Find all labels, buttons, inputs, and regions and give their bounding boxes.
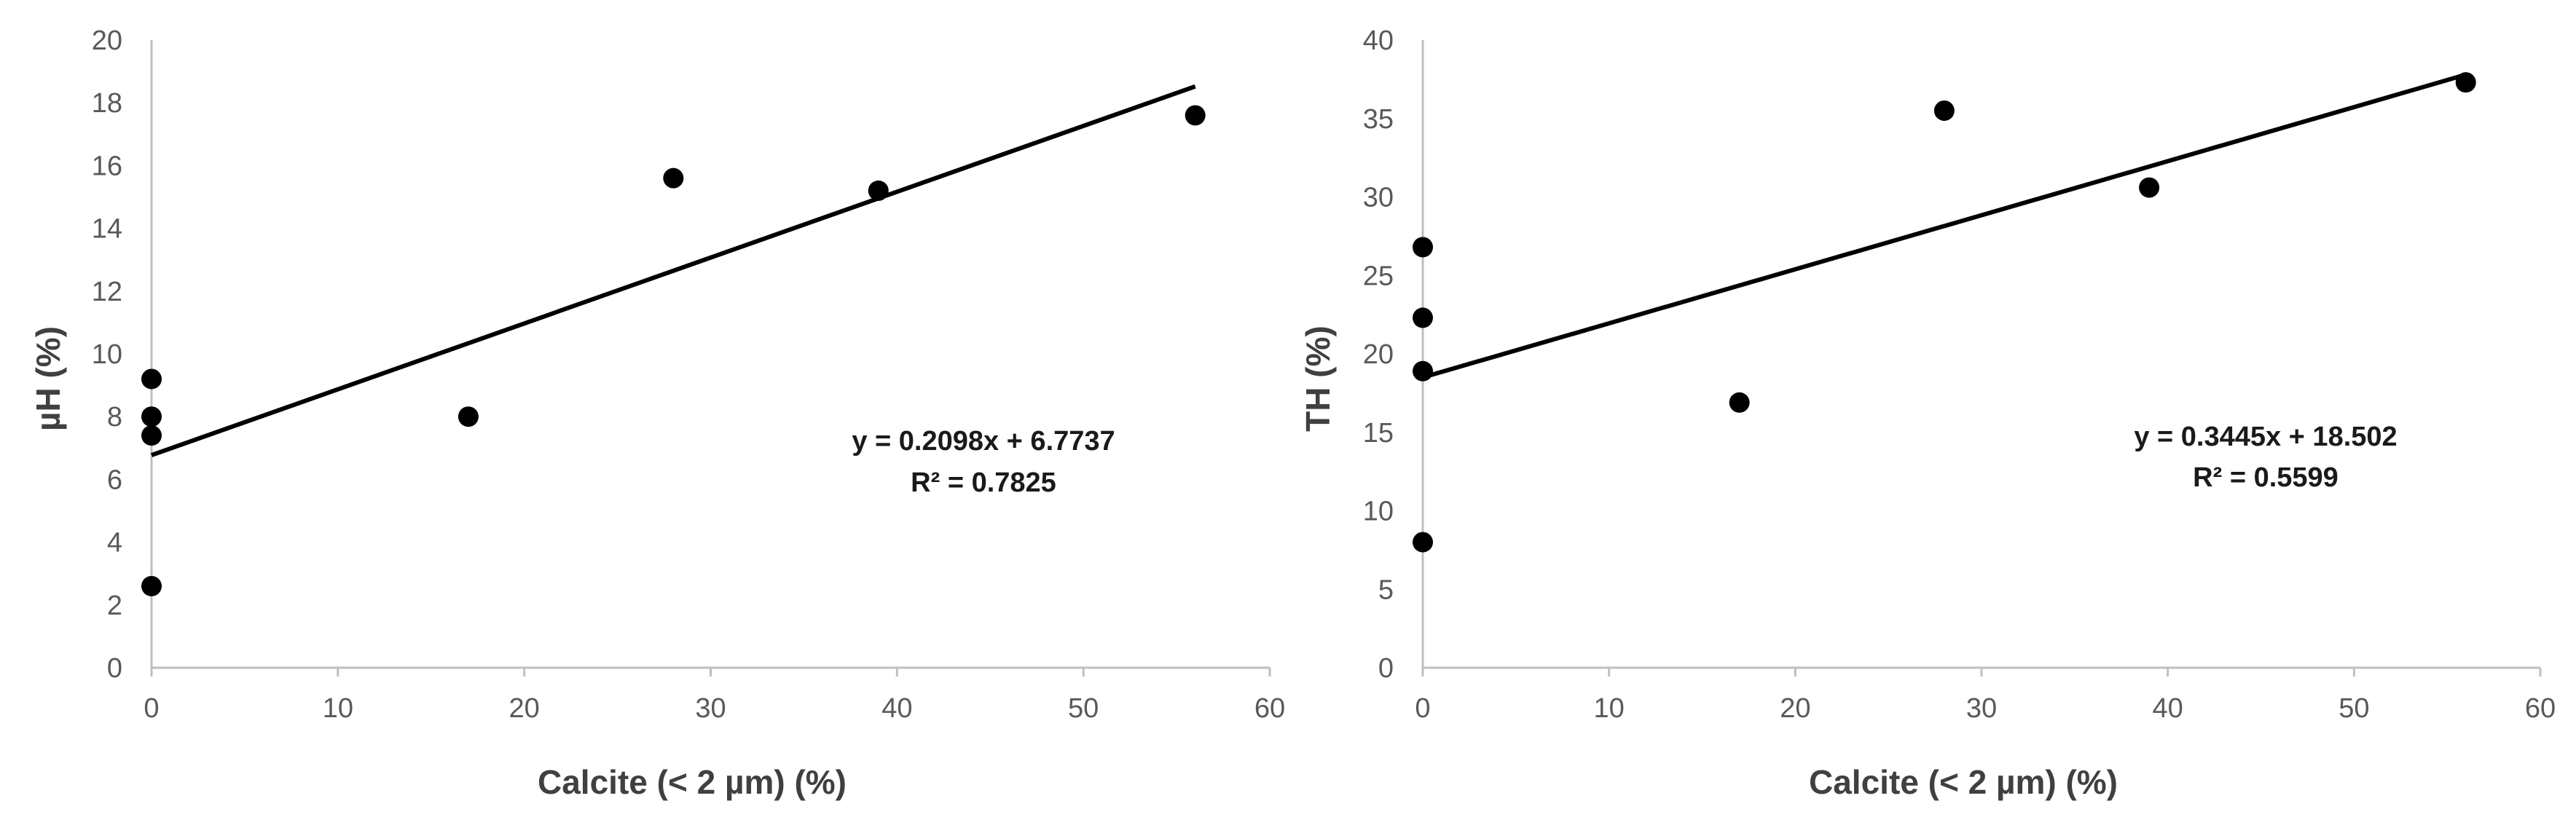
chart-1-x-tick-label: 10: [1594, 693, 1625, 724]
chart-0-data-point: [141, 575, 162, 596]
chart-1-data-point: [1413, 237, 1433, 258]
chart-1-data-point: [1413, 307, 1433, 328]
chart-0-data-point: [663, 167, 684, 189]
chart-0-y-tick-label: 0: [107, 653, 122, 684]
chart-0-x-tick-label: 10: [323, 693, 353, 724]
chart-muh-vs-calcite: 0 10 20 30 40 50 60 0 2 4 6 8 10 12 14 16 18 20 Calcite (…: [29, 25, 1285, 801]
chart-1-x-tick-label: 40: [2153, 693, 2183, 724]
chart-1-y-tick-label: 40: [1363, 25, 1394, 56]
chart-0-x-tick-label: 0: [144, 693, 159, 724]
chart-0-data-point: [141, 425, 162, 446]
chart-0-y-tick-label: 14: [92, 214, 122, 245]
chart-0-y-tick-label: 2: [107, 591, 122, 621]
chart-0-marks: 0 10 20 30 40 50 60 0 2 4 6 8 10 12 14 16 18 20: [92, 25, 1285, 724]
chart-1-marks: 0 10 20 30 40 50 60 0 5 10 15 20 25 30 35 40: [1363, 25, 2556, 724]
chart-1-r-squared: R² = 0.5599: [2193, 462, 2339, 493]
chart-1-y-tick-label: 0: [1378, 653, 1394, 684]
chart-0-data-point: [868, 180, 889, 201]
chart-1-x-tick-label: 30: [1966, 693, 1997, 724]
chart-1-x-tick-label: 50: [2339, 693, 2369, 724]
chart-1-y-tick-label: 35: [1363, 104, 1394, 135]
chart-1-y-tick-label: 30: [1363, 183, 1394, 213]
chart-1-data-point: [2139, 177, 2160, 198]
chart-1-y-axis-title: TH (%): [1299, 325, 1337, 432]
chart-1-x-axis-title: Calcite (< 2 µm) (%): [1809, 763, 2118, 801]
chart-0-y-tick-label: 4: [107, 528, 122, 558]
chart-1-y-tick-label: 25: [1363, 261, 1394, 291]
chart-0-y-tick-label: 6: [107, 465, 122, 495]
chart-1-x-tick-label: 20: [1780, 693, 1810, 724]
chart-1-data-point: [1729, 392, 1750, 413]
chart-0-x-tick-label: 20: [509, 693, 540, 724]
chart-0-data-point: [141, 368, 162, 390]
chart-1-data-point: [1413, 532, 1433, 553]
chart-0-data-point: [458, 406, 479, 427]
chart-1-x-tick-label: 0: [1415, 693, 1430, 724]
chart-0-trendline: [151, 84, 1196, 457]
chart-1-x-tick-label: 60: [2525, 693, 2556, 724]
chart-0-x-tick-label: 60: [1254, 693, 1285, 724]
chart-0-data-point: [1185, 105, 1206, 126]
chart-1-trendline: [1422, 72, 2467, 380]
chart-0-trendline-equation: y = 0.2098x + 6.7737: [852, 426, 1115, 457]
chart-0-y-tick-label: 16: [92, 151, 122, 181]
chart-0-y-tick-label: 12: [92, 277, 122, 307]
chart-1-y-tick-label: 15: [1363, 418, 1394, 449]
chart-1-data-point: [2455, 72, 2476, 93]
chart-1-y-tick-label: 10: [1363, 497, 1394, 527]
chart-0-data-point: [141, 406, 162, 427]
chart-1-y-tick-label: 5: [1378, 575, 1394, 605]
chart-0-y-tick-label: 20: [92, 25, 122, 56]
chart-1-trendline-equation: y = 0.3445x + 18.502: [2134, 422, 2397, 452]
chart-0-x-tick-label: 40: [881, 693, 912, 724]
chart-0-y-tick-label: 10: [92, 339, 122, 370]
chart-1-y-tick-label: 20: [1363, 339, 1394, 370]
chart-0-x-tick-label: 50: [1068, 693, 1099, 724]
chart-0-r-squared: R² = 0.7825: [911, 467, 1056, 498]
chart-1-data-point: [1933, 100, 1955, 121]
chart-1-data-point: [1413, 360, 1433, 382]
chart-0-y-axis-title: µH (%): [29, 326, 67, 431]
chart-0-x-axis-title: Calcite (< 2 µm) (%): [538, 763, 847, 801]
chart-th-vs-calcite: 0 10 20 30 40 50 60 0 5 10 15 20 25 30 35 40 Calcite (<…: [1299, 25, 2556, 801]
chart-0-x-tick-label: 30: [695, 693, 726, 724]
chart-0-y-tick-label: 18: [92, 88, 122, 119]
chart-0-y-tick-label: 8: [107, 402, 122, 433]
